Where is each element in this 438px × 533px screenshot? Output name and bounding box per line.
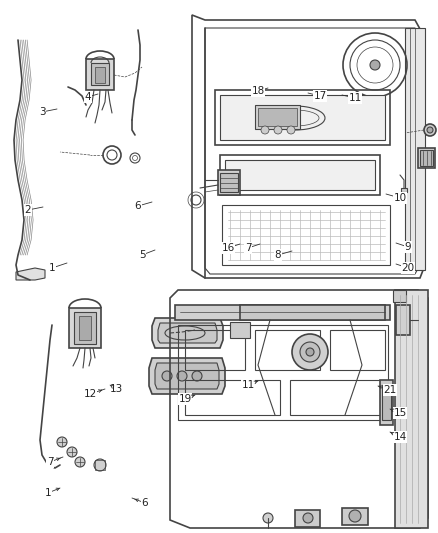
Text: 7: 7 xyxy=(245,243,251,253)
Text: 7: 7 xyxy=(47,457,53,467)
Text: 17: 17 xyxy=(313,91,327,101)
Circle shape xyxy=(57,437,67,447)
Polygon shape xyxy=(79,316,91,340)
Polygon shape xyxy=(380,380,393,425)
Polygon shape xyxy=(220,95,385,140)
Circle shape xyxy=(303,513,313,523)
Polygon shape xyxy=(149,358,225,394)
Text: 13: 13 xyxy=(110,384,123,394)
Polygon shape xyxy=(342,508,368,525)
Polygon shape xyxy=(16,268,45,280)
Text: 8: 8 xyxy=(275,250,281,260)
Circle shape xyxy=(427,127,433,133)
Circle shape xyxy=(349,510,361,522)
Polygon shape xyxy=(155,363,219,389)
Polygon shape xyxy=(158,323,217,343)
Text: 16: 16 xyxy=(221,243,235,253)
Circle shape xyxy=(94,459,106,471)
Text: 1: 1 xyxy=(49,263,55,273)
Text: 6: 6 xyxy=(141,498,148,508)
Text: 15: 15 xyxy=(393,408,406,418)
Text: 12: 12 xyxy=(83,389,97,399)
Circle shape xyxy=(370,60,380,70)
Text: 9: 9 xyxy=(405,242,411,252)
Text: 3: 3 xyxy=(39,107,45,117)
Polygon shape xyxy=(86,59,114,90)
Circle shape xyxy=(261,126,269,134)
Circle shape xyxy=(162,371,172,381)
Polygon shape xyxy=(418,148,435,168)
Polygon shape xyxy=(393,290,406,302)
Polygon shape xyxy=(395,290,428,528)
Polygon shape xyxy=(69,308,101,348)
Text: 18: 18 xyxy=(251,86,265,96)
Polygon shape xyxy=(420,150,433,166)
Text: 11: 11 xyxy=(348,93,362,103)
Polygon shape xyxy=(225,160,375,190)
Polygon shape xyxy=(95,67,105,83)
Text: 2: 2 xyxy=(25,205,31,215)
Polygon shape xyxy=(91,63,109,85)
Text: 21: 21 xyxy=(383,385,397,395)
Text: 19: 19 xyxy=(178,394,192,404)
Polygon shape xyxy=(220,173,238,192)
Polygon shape xyxy=(295,510,320,527)
Polygon shape xyxy=(230,322,250,338)
Circle shape xyxy=(192,371,202,381)
Circle shape xyxy=(263,513,273,523)
Bar xyxy=(258,108,297,126)
Circle shape xyxy=(424,124,436,136)
Text: 5: 5 xyxy=(139,250,145,260)
Polygon shape xyxy=(175,305,390,320)
Text: 4: 4 xyxy=(85,92,91,102)
Text: 14: 14 xyxy=(393,432,406,442)
Bar xyxy=(401,188,407,192)
Circle shape xyxy=(67,447,77,457)
Polygon shape xyxy=(152,318,223,348)
Polygon shape xyxy=(218,170,240,195)
Polygon shape xyxy=(396,305,410,335)
Circle shape xyxy=(287,126,295,134)
Circle shape xyxy=(177,371,187,381)
Circle shape xyxy=(292,334,328,370)
Bar xyxy=(255,105,300,129)
Bar xyxy=(382,385,391,420)
Circle shape xyxy=(274,126,282,134)
Circle shape xyxy=(300,342,320,362)
Text: 6: 6 xyxy=(135,201,141,211)
Polygon shape xyxy=(74,312,96,344)
Text: 20: 20 xyxy=(402,263,414,273)
Polygon shape xyxy=(405,28,425,270)
Circle shape xyxy=(75,457,85,467)
Text: 1: 1 xyxy=(45,488,51,498)
Polygon shape xyxy=(240,305,385,320)
Text: 10: 10 xyxy=(393,193,406,203)
Text: 11: 11 xyxy=(241,380,254,390)
Circle shape xyxy=(306,348,314,356)
